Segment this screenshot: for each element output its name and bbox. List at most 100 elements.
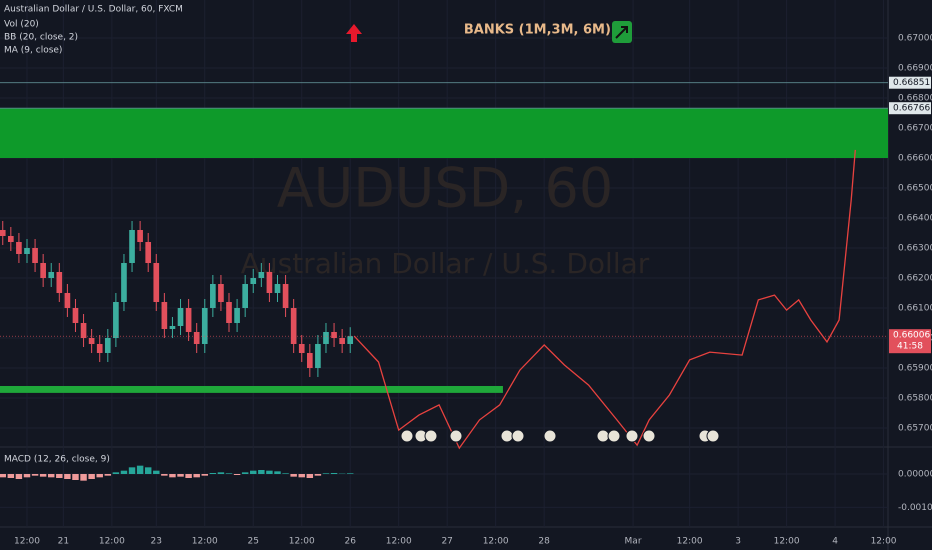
y-tick-label: 0.66800 (898, 94, 932, 104)
level-label-box (889, 102, 931, 115)
y-tick-label: 0.66700 (898, 124, 932, 134)
macd-bar (258, 470, 265, 474)
watermark-subtitle: Australian Dollar / U.S. Dollar (241, 247, 650, 280)
candle-body (290, 307, 297, 344)
macd-bar (306, 474, 314, 478)
macd-bar (96, 474, 103, 478)
x-tick-label: 21 (58, 537, 69, 547)
event-icons (400, 429, 720, 443)
x-tick-label: 12:00 (386, 537, 412, 547)
watermark: AUDUSD, 60 (277, 157, 613, 220)
y-tick-label: 0.67000 (898, 34, 932, 44)
candle-body (323, 331, 329, 344)
countdown: 41:58 (897, 342, 923, 352)
candle-body (258, 271, 265, 278)
candle-body (218, 283, 224, 302)
candle-body (48, 271, 55, 278)
candle-body (88, 337, 95, 344)
macd-bar (266, 470, 273, 474)
macd-bar (15, 474, 23, 479)
macd-bar (217, 472, 225, 474)
x-tick-label: 4 (832, 537, 838, 547)
macd-bar (169, 474, 176, 478)
candle-body (80, 322, 87, 338)
y-tick-label: 0.66300 (898, 243, 932, 253)
x-tick-label: 26 (344, 537, 356, 547)
candle-body (169, 325, 176, 329)
candle-body (347, 336, 354, 344)
x-tick-label: 12:00 (774, 537, 800, 547)
grid (0, 0, 888, 527)
macd-bar (153, 470, 160, 474)
macd-bar (39, 474, 47, 477)
macd-bar (233, 474, 241, 475)
candle-body (274, 283, 281, 293)
x-tick-label: 23 (151, 537, 162, 547)
candle-body (185, 307, 192, 332)
candle-body (266, 271, 273, 293)
candle-body (226, 301, 232, 323)
candle-body (113, 301, 119, 338)
candle-body (40, 262, 46, 278)
candle-body (242, 283, 248, 308)
indicator-label: BB (20, close, 2) (4, 33, 78, 43)
macd-bar (48, 474, 55, 478)
candle-body (177, 307, 184, 326)
candle-body (16, 241, 22, 254)
macd-bar (290, 474, 297, 477)
x-tick-label: Mar (625, 537, 642, 547)
candle-body (121, 262, 127, 302)
candle-body (145, 241, 152, 263)
macd-bar (23, 474, 31, 478)
candle-body (56, 271, 63, 293)
y-tick-label: 0.00000 (898, 470, 932, 480)
y-tick-label: 0.66900 (898, 64, 932, 74)
green-arrow-icon (612, 21, 632, 43)
candle-body (201, 307, 208, 344)
annotation: BANKS (1M,3M, 6M): (464, 23, 616, 38)
candle-body (210, 283, 216, 308)
macd-bar (209, 473, 217, 474)
projection-line (353, 149, 856, 450)
macd-bar (31, 474, 39, 476)
x-tick-label: 12:00 (99, 537, 125, 547)
y-tick-label: 0.65700 (898, 423, 932, 433)
candle-body (234, 307, 240, 323)
candle-body (8, 235, 14, 242)
macd-bar (104, 474, 112, 476)
macd-bar (144, 467, 152, 474)
macd-bar (7, 474, 15, 478)
macd-bar (201, 474, 208, 476)
symbol-title: Australian Dollar / U.S. Dollar, 60, FXC… (4, 5, 183, 15)
level-label-box (889, 76, 931, 89)
x-tick-label: 12:00 (289, 537, 315, 547)
candle-body (104, 337, 111, 353)
candle-body (129, 229, 135, 263)
macd-bar (241, 472, 249, 474)
macd-bar (322, 473, 330, 474)
macd-bar (80, 474, 87, 481)
macd-bar (128, 467, 136, 474)
y-tick-label: 0.66200 (898, 273, 932, 283)
x-tick-label: 28 (538, 537, 550, 547)
zone (0, 385, 503, 393)
macd-bar (136, 465, 144, 474)
zone (0, 108, 888, 159)
macd-bar (64, 474, 71, 479)
candle-body (161, 301, 168, 329)
macd-bar (177, 474, 184, 477)
macd-bar (56, 474, 63, 478)
candle-body (298, 343, 305, 353)
macd-bar (72, 474, 79, 480)
candle-body (24, 247, 30, 254)
macd-bar (88, 474, 95, 479)
macd-title: MACD (12, 26, close, 9) (4, 455, 110, 465)
macd-bar (0, 474, 6, 478)
macd-bar (314, 474, 322, 476)
x-tick-label: 12:00 (483, 537, 509, 547)
macd-bar (298, 474, 305, 478)
macd-bar (250, 470, 257, 474)
